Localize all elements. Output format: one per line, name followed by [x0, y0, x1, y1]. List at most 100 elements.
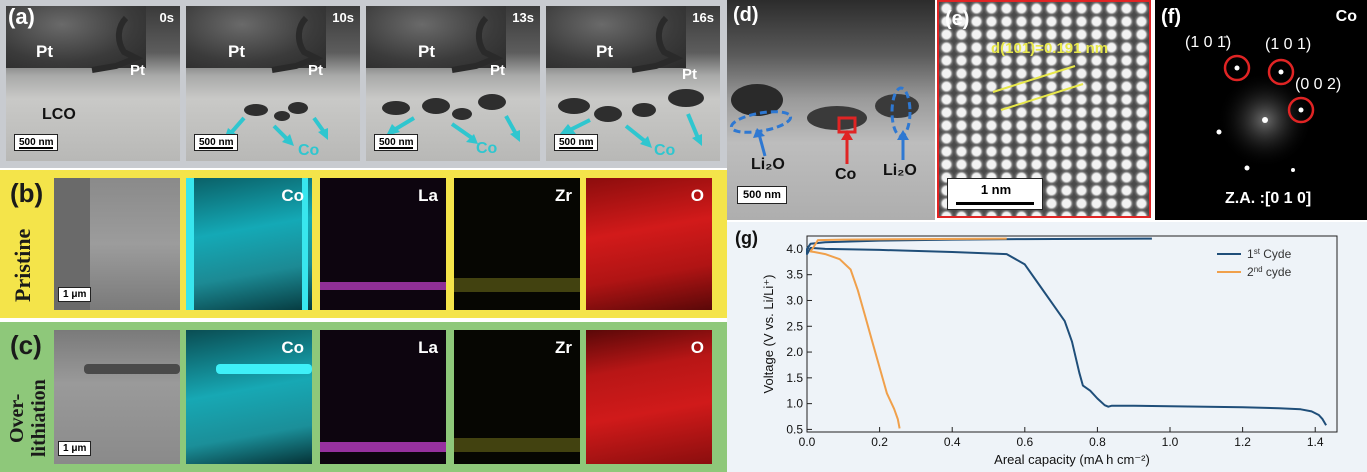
y-axis-label: Voltage (V vs. Li/Li⁺) — [761, 275, 776, 394]
element-label-zr: Zr — [555, 186, 572, 205]
pt-label: Pt — [36, 42, 53, 61]
panel-letter-d: (d) — [733, 4, 759, 26]
interface-line — [84, 364, 180, 374]
pt-small-label: Pt — [490, 62, 505, 79]
co-label: Co — [835, 166, 857, 183]
panel-letter-b: (b) — [10, 178, 44, 208]
panel-c: (c) Over- lithiation 1 μm Co La Zr O — [0, 322, 727, 472]
pt-region — [186, 6, 326, 68]
li2o-label-right: Li₂O — [883, 162, 917, 179]
haadf-image: 1 μm — [54, 178, 180, 310]
y-tick-label: 2.0 — [786, 345, 803, 359]
y-tick-label: 4.0 — [786, 242, 803, 256]
series-line-2 — [809, 237, 1007, 429]
panel-d: (d) Li₂O Co Li₂O 500 nm — [727, 0, 935, 220]
time-label: 16s — [692, 10, 714, 25]
scale-bar: 1 nm — [980, 182, 1012, 197]
o-map: O — [586, 330, 712, 464]
co-label: Co — [654, 142, 676, 159]
co-map: Co — [186, 330, 312, 464]
reaction-overlay — [224, 15, 328, 146]
lithiation-label: lithiation — [28, 379, 50, 457]
diffraction-pattern — [1216, 54, 1315, 172]
la-band — [320, 442, 446, 452]
reaction-overlay — [558, 15, 704, 148]
x-tick-label: 1.4 — [1307, 435, 1324, 449]
panel-d-overlay — [729, 84, 919, 164]
pt-small-label: Pt — [682, 66, 697, 83]
tem-frame-13s: Pt Pt Co 13s 500 nm — [366, 6, 540, 161]
lattice-fringe-lines — [992, 65, 1084, 111]
element-label-la: La — [418, 338, 438, 357]
x-axis-label: Areal capacity (mA h cm⁻²) — [994, 452, 1150, 467]
tem-frame-16s: Pt Pt Co 16s 500 nm — [546, 6, 720, 161]
la-map: La — [320, 330, 446, 464]
plot-frame — [806, 235, 1338, 433]
panel-letter-a: (a) — [8, 4, 35, 29]
pt-region — [366, 6, 506, 68]
x-tick-label: 1.0 — [1162, 435, 1179, 449]
spot-label-3: (0 0 2) — [1295, 76, 1342, 93]
panel-g: (g) 0.0 0.2 0.4 0.6 0.8 1.0 1.2 1.4 0.5 1.0 1.5 2.0… — [727, 222, 1367, 472]
zr-map: Zr — [454, 178, 580, 310]
element-label-co: Co — [1335, 8, 1357, 25]
time-label: 13s — [512, 10, 534, 25]
y-tick-label: 0.5 — [786, 422, 803, 436]
x-tick-label: 0.2 — [871, 435, 888, 449]
x-tick-label: 0.8 — [1089, 435, 1106, 449]
scale-bar-box: 1 nm — [947, 178, 1043, 210]
element-label-o: O — [690, 186, 704, 205]
legend-label-1: 1st Cyde — [1247, 247, 1292, 262]
scale-bar: 500 nm — [14, 134, 59, 151]
la-band — [320, 282, 446, 290]
co-map: Co — [186, 178, 312, 310]
lco-label: LCO — [42, 106, 76, 123]
d-spacing-label: d(101̄)=0.191 nm — [991, 40, 1109, 57]
y-tick-label: 3.5 — [786, 268, 803, 282]
zr-map: Zr — [454, 330, 580, 464]
scale-bar: 500 nm — [374, 134, 419, 151]
y-tick-label: 1.0 — [786, 397, 803, 411]
co-label: Co — [298, 142, 320, 159]
co-accumulation — [216, 364, 312, 374]
pt-label: Pt — [596, 42, 613, 61]
pt-region — [546, 6, 686, 68]
zr-band — [454, 438, 580, 452]
zone-axis-label: Z.A. :[0 1 0] — [1225, 190, 1312, 207]
element-label-o: O — [690, 338, 704, 357]
pt-label: Pt — [418, 42, 435, 61]
scale-bar: 500 nm — [737, 186, 787, 204]
spot-label-1: (1 0 1̄) — [1185, 34, 1232, 51]
reaction-overlay — [382, 15, 520, 144]
legend-label-2: 2nd cyde — [1247, 265, 1292, 280]
haadf-image: 1 μm — [54, 330, 180, 464]
scale-bar: 500 nm — [554, 134, 599, 151]
panel-a: Pt Pt LCO 0s 500 nm Pt Pt Co 10s 500 nm — [0, 0, 727, 168]
la-map: La — [320, 178, 446, 310]
pt-small-label: Pt — [130, 62, 145, 79]
y-tick-label: 3.0 — [786, 293, 803, 307]
tem-frame-10s: Pt Pt Co 10s 500 nm — [186, 6, 360, 161]
panel-letter-e: (e) — [945, 8, 970, 30]
zr-band — [454, 278, 580, 292]
panel-b: (b) Pristine 1 μm Co La Zr O — [0, 170, 727, 318]
element-label-co: Co — [281, 338, 304, 357]
panel-letter-f: (f) — [1161, 6, 1181, 28]
pt-label: Pt — [228, 42, 245, 61]
x-tick-label: 1.2 — [1234, 435, 1251, 449]
element-label-zr: Zr — [555, 338, 572, 357]
panel-letter-g: (g) — [735, 228, 758, 248]
li2o-label-left: Li₂O — [751, 156, 785, 173]
y-tick-label: 2.5 — [786, 319, 803, 333]
pt-probe-outline — [91, 15, 144, 73]
edge-bright — [302, 178, 308, 310]
panel-letter-c: (c) — [10, 330, 42, 360]
over-label: Over- — [6, 393, 28, 443]
element-label-la: La — [418, 186, 438, 205]
time-label: 10s — [332, 10, 354, 25]
scale-bar: 1 μm — [58, 287, 92, 302]
time-label: 0s — [159, 10, 174, 25]
x-tick-label: 0.4 — [944, 435, 961, 449]
tem-frame-0s: Pt Pt LCO 0s 500 nm — [6, 6, 180, 161]
panel-e: (e) d(101̄)=0.191 nm 1 nm — [937, 0, 1151, 218]
